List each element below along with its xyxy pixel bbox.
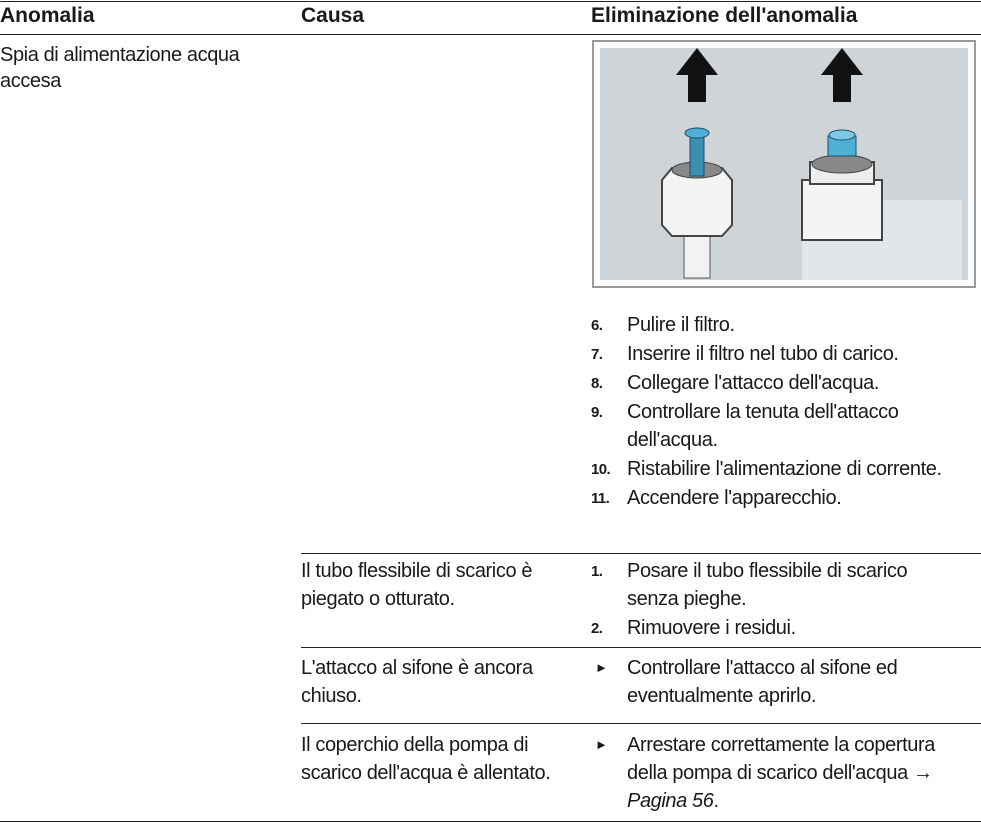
header-cell: Causa: [301, 4, 365, 27]
rule: [301, 723, 981, 724]
action-text: Arrestare correttamente la copertu­ra de…: [627, 734, 935, 784]
cause: L'attacco al sifone è ancora chiuso.: [301, 657, 533, 707]
step-number: 1.: [591, 563, 603, 580]
step-text: Collegare l'attacco dell'acqua.: [627, 372, 880, 394]
anomaly: Spia di alimentazione acqua accesa: [0, 44, 240, 92]
rule: [301, 553, 981, 554]
step-list: 1. Posare il tubo flessibile di scarico s…: [591, 557, 979, 643]
action: ► Controllare l'attacco al sifone ed even…: [595, 657, 898, 707]
header-cell: Eliminazione dell'anomalia: [591, 4, 858, 27]
step-number: 2.: [591, 620, 603, 637]
step-text: Pulire il filtro.: [627, 314, 735, 336]
cause: Il coperchio della pompa di scarico dell…: [301, 734, 551, 784]
step-number: 9.: [591, 404, 603, 421]
step-number: 6.: [591, 317, 603, 334]
rule: [301, 647, 981, 648]
step-text: Ristabilire l'alimentazione di corren­te…: [627, 458, 942, 480]
step-text: Posare il tubo flessibile di scarico sen…: [627, 560, 908, 610]
step-number: 8.: [591, 375, 603, 392]
rule: [0, 1, 981, 2]
step-text: Rimuovere i residui.: [627, 617, 796, 639]
step-number: 10.: [591, 461, 611, 478]
rule: [0, 34, 981, 35]
link-arrow: →: [912, 762, 933, 784]
rule: [0, 821, 981, 822]
step-number: 7.: [591, 346, 603, 363]
step-text: Accendere l'apparecchio.: [627, 487, 842, 509]
action-text: Controllare l'attacco al sifone ed event…: [627, 657, 898, 707]
header-cell: Anomalia: [0, 4, 95, 27]
step-text: Inserire il filtro nel tubo di carico.: [627, 343, 899, 365]
page-link[interactable]: Pagina 56: [627, 790, 714, 812]
illustration: [592, 40, 976, 288]
step-list: 6. Pulire il filtro. 7. Inserire il filtro…: [591, 311, 979, 513]
step-text: Controllare la tenuta dell'attacco dell'…: [627, 401, 899, 451]
action: ► Arrestare correttamente la copertu­ra d…: [595, 734, 935, 812]
link-suffix: .: [713, 790, 719, 812]
cause: Il tubo flessibile di scarico è piegato …: [301, 560, 533, 610]
step-number: 11.: [591, 490, 610, 507]
